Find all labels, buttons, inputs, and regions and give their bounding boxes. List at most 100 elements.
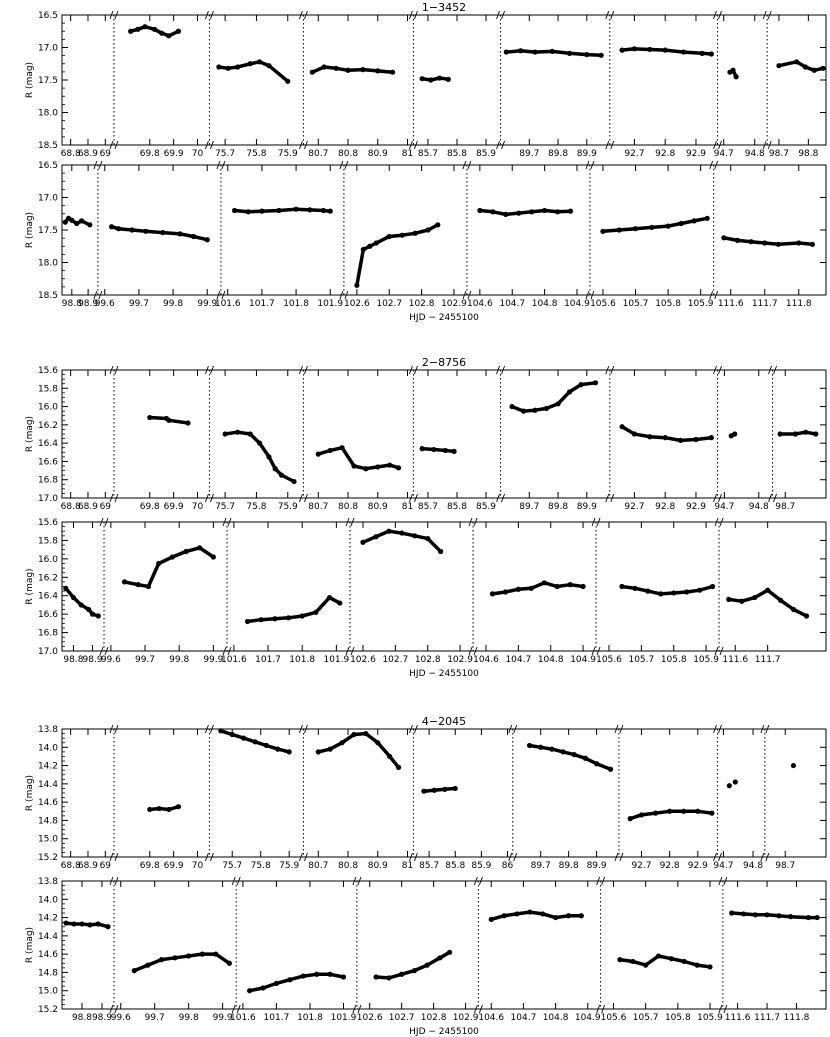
- x-tick-label: 85.9: [476, 149, 496, 159]
- y-axis-label: R (mag): [25, 927, 35, 963]
- break-mark: [210, 365, 214, 375]
- break-mark: [231, 876, 236, 886]
- break-mark: [605, 493, 610, 503]
- break-mark: [236, 1004, 241, 1014]
- y-tick-label: 14.8: [38, 816, 58, 826]
- y-axis-label: R (mag): [25, 775, 35, 811]
- x-tick-label: 80.9: [368, 149, 388, 159]
- x-tick-label: 69.8: [140, 861, 160, 871]
- break-mark: [473, 517, 478, 527]
- data-series-band: [722, 236, 815, 247]
- x-tick-label: 68.9: [78, 861, 98, 871]
- x-tick-label: 104.7: [505, 655, 531, 665]
- data-series-band: [620, 47, 714, 56]
- x-tick-label: 89.9: [577, 502, 597, 512]
- panel-6: 13.8 14.0 14.2 14.4 14.6 14.8 15.0 15.2 R (mag) H…: [25, 876, 827, 1037]
- y-tick-label: 17.0: [38, 44, 58, 54]
- x-tick-label: 89.7: [519, 149, 539, 159]
- y-axis-label: R (mag): [25, 568, 35, 604]
- x-tick-label: 99.7: [129, 299, 149, 309]
- x-tick-label: 98.8: [72, 1013, 92, 1023]
- data-series-band: [620, 424, 714, 443]
- segment-3: 101.6 101.7 101.8 101.9: [221, 517, 350, 665]
- break-mark: [114, 1004, 119, 1014]
- data-point: [732, 779, 738, 785]
- data-series-band: [223, 430, 296, 484]
- x-tick-label: 98.8: [62, 299, 82, 309]
- segment-5: 104.6 104.7 104.8 104.9: [473, 876, 601, 1023]
- data-series-band: [527, 743, 613, 771]
- segment-4: 102.6 102.7 102.8 102.9: [339, 160, 467, 309]
- panel-title: 1−3452: [422, 1, 466, 14]
- break-mark: [409, 493, 413, 503]
- break-mark: [414, 493, 418, 503]
- x-tick-label: 81: [402, 149, 413, 159]
- x-tick-label: 92.8: [660, 861, 680, 871]
- x-tick-label: 99.8: [179, 1013, 199, 1023]
- panel-frame: [61, 521, 827, 652]
- x-tick-label: 105.7: [623, 299, 649, 309]
- x-tick-label: 69.9: [164, 502, 184, 512]
- data-series-band: [489, 910, 584, 922]
- data-series-band: [122, 546, 216, 589]
- x-tick-label: 81: [402, 502, 413, 512]
- break-mark: [596, 1004, 601, 1014]
- x-tick-label: 75.9: [278, 149, 298, 159]
- break-mark: [409, 365, 413, 375]
- break-mark: [210, 724, 214, 734]
- break-mark: [496, 140, 500, 150]
- x-tick-label: 102.9: [447, 655, 473, 665]
- y-tick-label: 16.0: [38, 555, 58, 565]
- break-mark: [585, 160, 590, 170]
- break-mark: [714, 517, 719, 527]
- x-tick-label: 81: [402, 861, 413, 871]
- y-tick-label: 16.2: [38, 573, 58, 583]
- segment-1: 68.868.9 69: [61, 15, 112, 159]
- x-tick-label: 102.8: [415, 655, 441, 665]
- break-mark: [773, 365, 777, 375]
- segment-2: 99.6 99.7 99.8 99.9: [109, 876, 233, 1023]
- break-mark: [299, 365, 303, 375]
- data-series-band: [728, 68, 738, 79]
- break-mark: [304, 724, 308, 734]
- break-mark: [713, 493, 717, 503]
- x-tick-label: 69: [100, 149, 112, 159]
- x-tick-label: 105.8: [665, 1013, 691, 1023]
- break-mark: [513, 724, 518, 734]
- y-axis-label: R (mag): [25, 212, 35, 248]
- break-mark: [709, 290, 714, 300]
- segment-3: 75.7 75.8 75.9: [205, 10, 298, 159]
- break-mark: [409, 140, 413, 150]
- segment-9: 98.7 98.8: [762, 10, 826, 159]
- data-series-band: [628, 809, 714, 821]
- y-tick-label: 15.8: [38, 536, 58, 546]
- x-tick-label: 85.9: [471, 861, 491, 871]
- y-tick-label: 18.0: [38, 259, 58, 269]
- break-mark: [210, 493, 214, 503]
- y-tick-label: 14.4: [38, 780, 58, 790]
- break-mark: [109, 10, 114, 20]
- x-tick-label: 69.9: [164, 861, 184, 871]
- y-tick-label: 13.8: [38, 725, 58, 735]
- x-tick-label: 69.8: [140, 149, 160, 159]
- x-tick-label: 69: [100, 502, 112, 512]
- segment-5: 104.6 104.7 104.8 104.9: [468, 517, 596, 665]
- x-tick-label: 99.6: [111, 1013, 131, 1023]
- data-series-band: [128, 24, 181, 38]
- segment-7: 92.7 92.8 92.9: [614, 724, 715, 871]
- break-mark: [205, 724, 209, 734]
- x-tick-label: 70: [192, 149, 204, 159]
- break-mark: [614, 852, 619, 862]
- panel-title: 4−2045: [422, 715, 466, 728]
- break-mark: [98, 290, 103, 300]
- x-tick-label: 102.7: [389, 1013, 415, 1023]
- x-tick-label: 102.9: [441, 299, 467, 309]
- break-mark: [227, 517, 232, 527]
- x-tick-label: 89.8: [548, 149, 568, 159]
- break-mark: [614, 724, 619, 734]
- break-mark: [109, 852, 114, 862]
- segment-2: 99.6 99.7 99.8 99.9: [99, 517, 224, 665]
- x-tick-label: 75.7: [222, 861, 242, 871]
- segment-3: 75.7 75.8 75.9: [205, 724, 299, 871]
